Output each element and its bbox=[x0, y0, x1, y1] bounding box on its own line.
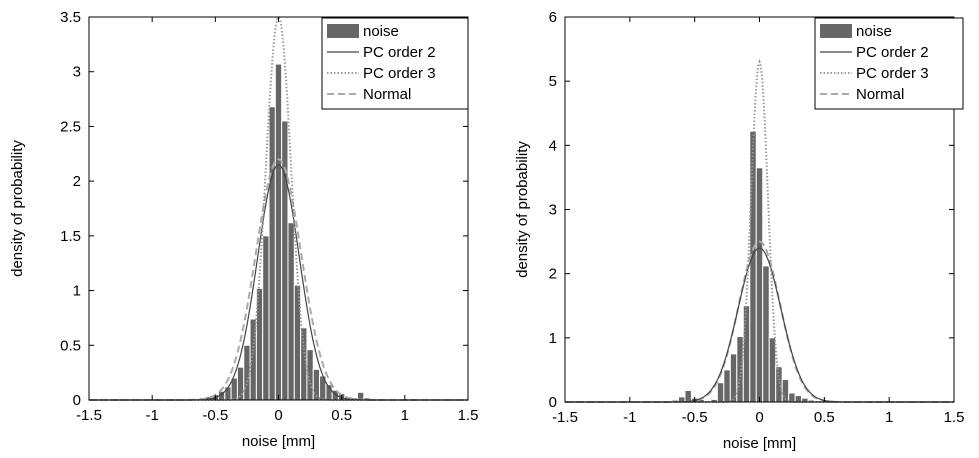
y-tick-label: 3.5 bbox=[60, 9, 81, 26]
legend-label: PC order 3 bbox=[856, 65, 929, 82]
legend: noise PC order 2 PC order 3 Normal bbox=[814, 17, 964, 110]
y-tick-label: 1 bbox=[73, 283, 81, 300]
x-tick-label: -1 bbox=[623, 409, 636, 426]
x-axis-label: noise [mm] bbox=[723, 435, 796, 452]
y-tick-label: 1.5 bbox=[60, 228, 81, 245]
y-tick-label: 2.5 bbox=[60, 118, 81, 135]
histogram-bar bbox=[268, 106, 276, 401]
legend-swatch-bar bbox=[820, 24, 852, 38]
y-axis-label: density of probability bbox=[9, 140, 26, 277]
histogram-bar bbox=[262, 235, 270, 401]
x-tick-label: 0.5 bbox=[331, 407, 352, 424]
x-tick-label: -0.5 bbox=[202, 407, 228, 424]
histogram-bar bbox=[788, 392, 796, 403]
y-tick-label: 3 bbox=[73, 64, 81, 81]
y-tick-label: 3 bbox=[549, 202, 557, 219]
histogram-bar bbox=[729, 353, 738, 403]
histogram-bar bbox=[274, 63, 283, 401]
histogram-bar bbox=[736, 336, 744, 403]
x-tick-label: 0 bbox=[274, 407, 282, 424]
y-tick-label: 6 bbox=[549, 9, 557, 26]
histogram-bar bbox=[287, 222, 295, 401]
histogram-bar bbox=[249, 318, 257, 401]
y-tick-label: 5 bbox=[549, 73, 557, 90]
histogram-bar bbox=[749, 130, 757, 403]
x-tick-label: 1.5 bbox=[458, 407, 479, 424]
histogram-chart-right: -1.5 -1 -0.5 0 0.5 1 1.5 0 1 2 3 4 5 6 noise [mm] densi… bbox=[514, 9, 965, 452]
histogram-chart-left: -1.5 -1 -0.5 0 0.5 1 1.5 0 0.5 1 1.5 2 2.5 3 3.5 noise … bbox=[9, 9, 479, 450]
legend-label: PC order 2 bbox=[363, 44, 436, 61]
histogram-bar bbox=[755, 167, 764, 403]
y-tick-label: 0.5 bbox=[60, 337, 81, 354]
x-tick-label: 0.5 bbox=[814, 409, 835, 426]
x-tick-label: -0.5 bbox=[682, 409, 708, 426]
x-tick-label: 1 bbox=[885, 409, 893, 426]
histogram-bar bbox=[243, 344, 251, 401]
y-tick-label: 2 bbox=[549, 266, 557, 283]
legend-label: PC order 2 bbox=[856, 44, 929, 61]
y-tick-label: 0 bbox=[73, 392, 81, 409]
y-tick-label: 4 bbox=[549, 137, 557, 154]
bar-series-noise bbox=[186, 63, 384, 401]
x-tick-label: 1 bbox=[401, 407, 409, 424]
histogram-bar bbox=[236, 366, 245, 401]
x-axis-label: noise [mm] bbox=[242, 433, 315, 450]
legend-label: Normal bbox=[856, 86, 904, 103]
histogram-bar bbox=[742, 305, 751, 403]
x-tick-label: -1.5 bbox=[76, 407, 102, 424]
legend-label: noise bbox=[363, 23, 399, 40]
histogram-bar bbox=[293, 284, 302, 401]
x-tick-label: 0 bbox=[755, 409, 763, 426]
x-tick-label: 1.5 bbox=[944, 409, 965, 426]
histogram-bar bbox=[224, 386, 232, 401]
legend-label: noise bbox=[856, 23, 892, 40]
histogram-bar bbox=[306, 349, 314, 401]
bar-series-noise bbox=[664, 130, 867, 403]
legend: noise PC order 2 PC order 3 Normal bbox=[321, 17, 469, 110]
y-tick-label: 0 bbox=[549, 394, 557, 411]
legend-label: Normal bbox=[363, 86, 411, 103]
histogram-bar bbox=[716, 382, 725, 403]
histogram-bar bbox=[762, 265, 770, 403]
y-tick-label: 1 bbox=[549, 330, 557, 347]
legend-swatch-bar bbox=[327, 24, 359, 38]
y-tick-label: 2 bbox=[73, 173, 81, 190]
x-tick-label: -1.5 bbox=[552, 409, 578, 426]
histogram-bar bbox=[684, 389, 692, 403]
x-tick-label: -1 bbox=[145, 407, 158, 424]
legend-label: PC order 3 bbox=[363, 65, 436, 82]
y-axis-label: density of probability bbox=[514, 141, 531, 278]
histogram-bar bbox=[723, 369, 731, 403]
